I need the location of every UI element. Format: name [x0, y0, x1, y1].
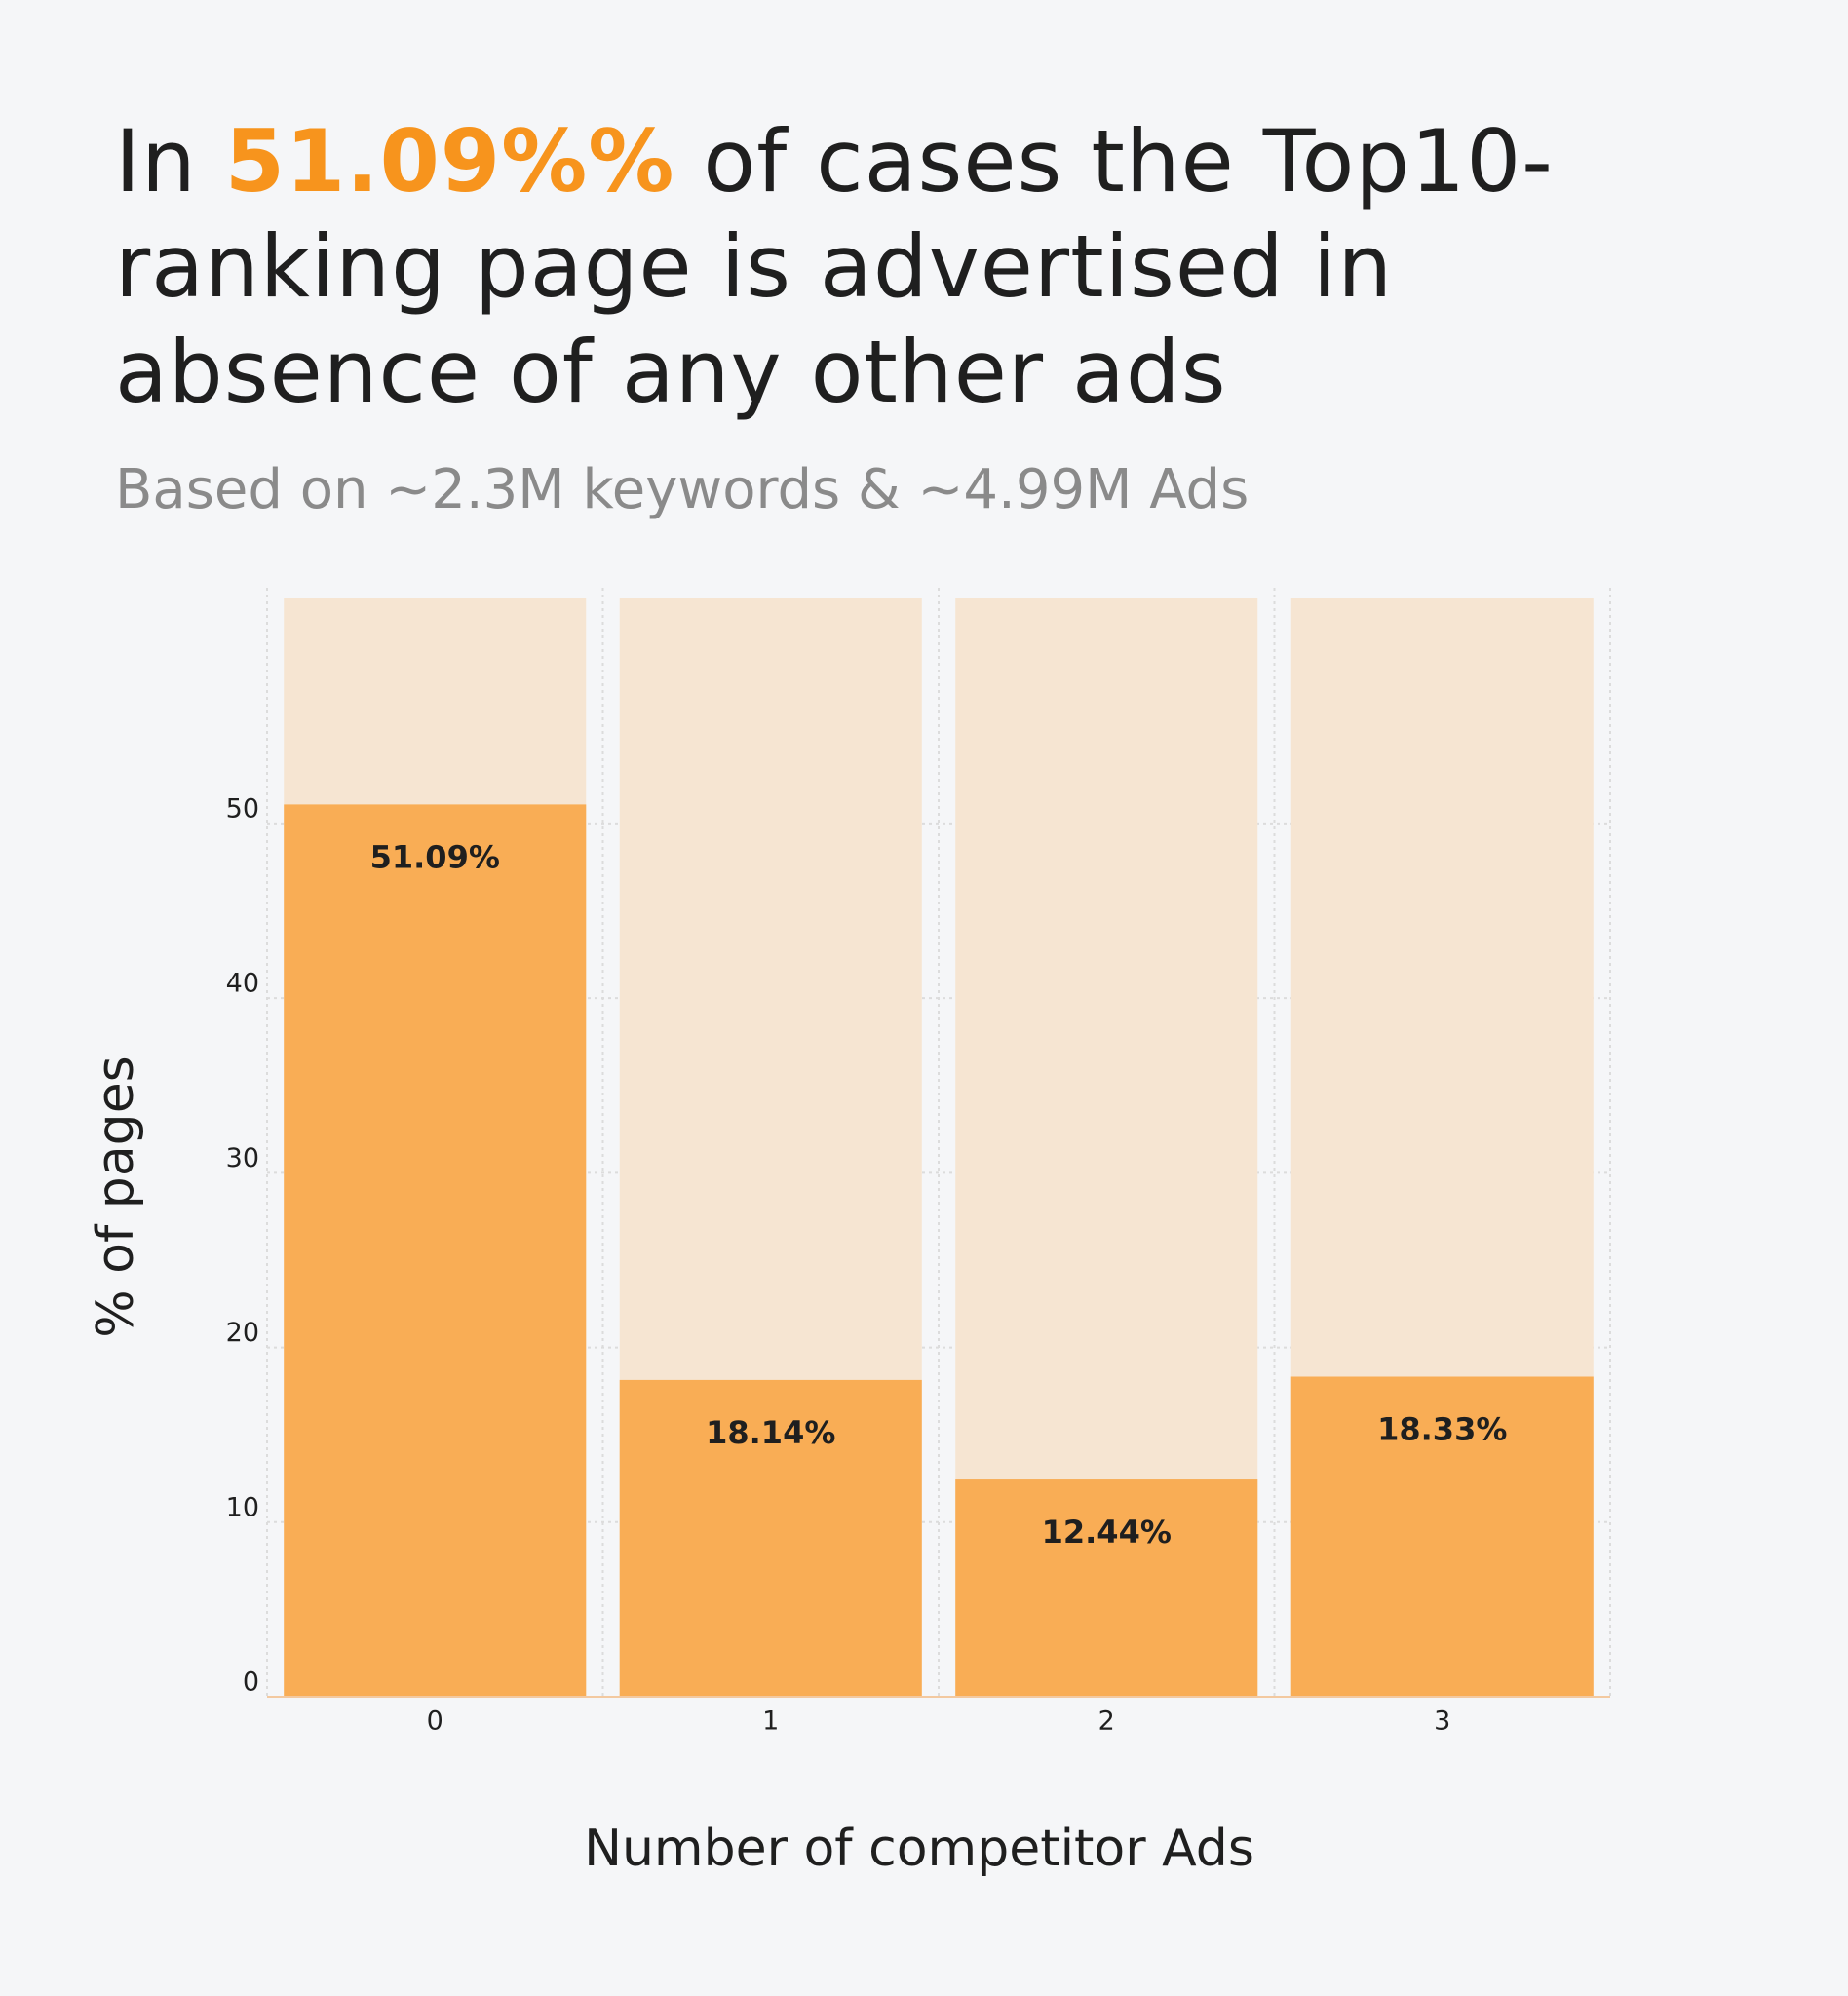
- value-label: 51.09%: [370, 838, 500, 875]
- x-tick-label: 3: [1434, 1707, 1450, 1737]
- title-highlight: 51.09%%: [224, 111, 675, 211]
- y-tick-label: 20: [226, 1318, 259, 1348]
- x-tick-label: 0: [427, 1707, 443, 1737]
- y-tick-label: 10: [226, 1492, 259, 1522]
- chart-title: In 51.09%% of cases the Top10-ranking pa…: [115, 109, 1675, 425]
- x-tick-label: 1: [762, 1707, 779, 1737]
- title-text: of cases the Top10-ranking page is adver…: [115, 111, 1554, 422]
- value-label: 18.33%: [1377, 1411, 1507, 1448]
- value-label: 12.44%: [1042, 1514, 1172, 1551]
- chart-subtitle: Based on ~2.3M keywords & ~4.99M Ads: [115, 458, 1250, 521]
- bar: [1290, 1376, 1594, 1697]
- x-tick-label: 2: [1098, 1707, 1115, 1737]
- bar: [619, 1379, 922, 1697]
- y-axis-label: % of pages: [87, 1056, 145, 1338]
- y-tick-label: 50: [226, 793, 259, 824]
- bar: [284, 804, 587, 1697]
- bar: [955, 1479, 1258, 1697]
- title-text: In: [115, 111, 197, 211]
- y-tick-label: 30: [226, 1143, 259, 1173]
- value-label: 18.14%: [706, 1414, 835, 1451]
- y-tick-label: 0: [243, 1668, 259, 1698]
- x-axis-label: Number of competitor Ads: [584, 1820, 1254, 1878]
- y-tick-label: 40: [226, 969, 259, 999]
